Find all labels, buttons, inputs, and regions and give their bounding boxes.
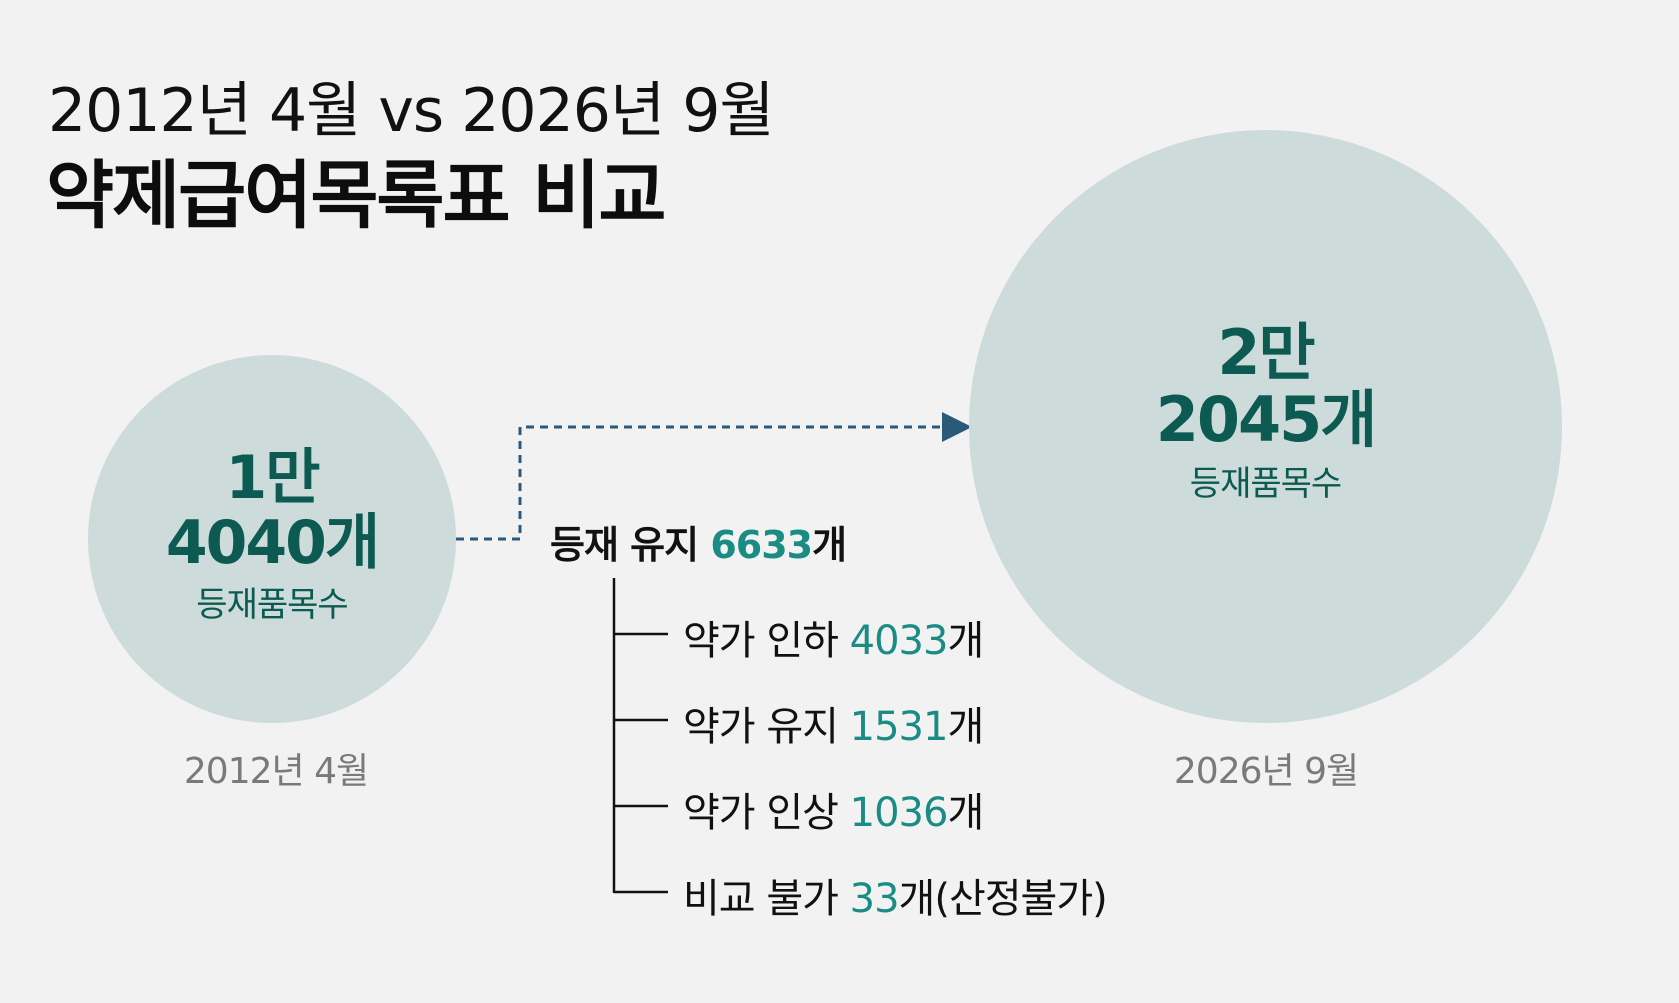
circle-2026: 2만 2045개 등재품목수 [969, 130, 1562, 723]
breakdown-unit: 개(산정불가) [898, 876, 1108, 922]
caption-2026: 2026년 9월 [1173, 751, 1359, 792]
breakdown-value: 1531 [849, 704, 949, 750]
breakdown-unit: 개 [947, 790, 984, 836]
circle-2012-count-line1: 1만 [225, 442, 321, 513]
breakdown-label: 약가 인하 [683, 618, 850, 664]
dashed-arrow [456, 412, 972, 541]
circle-2012-label: 등재품목수 [196, 585, 348, 626]
breakdown-unit: 개 [947, 704, 984, 750]
title-date-range: 2012년 4월 vs 2026년 9월 [48, 76, 775, 146]
breakdown-unit: 개 [947, 618, 984, 664]
circle-2026-count-line2: 2045개 [1155, 383, 1378, 456]
circle-2026-count-line1: 2만 [1217, 316, 1315, 390]
breakdown-item-price-cut: 약가 인하 4033개 [683, 608, 984, 666]
breakdown-label: 비교 불가 [683, 876, 850, 922]
breakdown-value: 1036 [849, 790, 949, 836]
breakdown-label: 약가 유지 [683, 704, 850, 750]
circle-2026-label: 등재품목수 [1189, 463, 1342, 504]
breakdown-item-price-kept: 약가 유지 1531개 [683, 694, 984, 752]
page-title: 약제급여목록표 비교 [46, 153, 666, 239]
circle-2012-count-line2: 4040개 [165, 507, 380, 578]
caption-2012: 2012년 4월 [183, 751, 369, 792]
retained-label: 등재 유지 [550, 523, 711, 567]
circle-2012: 1만 4040개 등재품목수 [88, 355, 456, 723]
retained-unit: 개 [812, 523, 847, 567]
breakdown-item-not-comparable: 비교 불가 33개(산정불가) [683, 866, 1108, 924]
breakdown-value: 4033 [849, 618, 949, 664]
retained-value: 6633 [710, 523, 813, 567]
breakdown-label: 약가 인상 [683, 790, 850, 836]
breakdown-value: 33 [849, 876, 900, 922]
retained-summary: 등재 유지 6633개 [550, 514, 847, 569]
breakdown-item-price-raised: 약가 인상 1036개 [683, 780, 984, 838]
